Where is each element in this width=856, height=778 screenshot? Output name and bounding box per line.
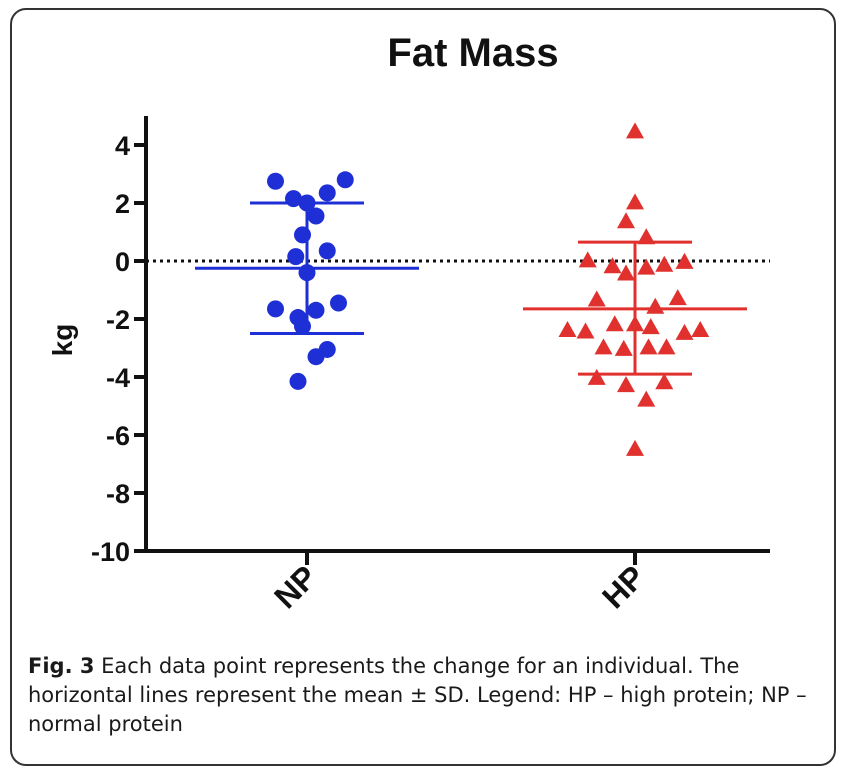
y-tick-label: -10 <box>91 537 130 567</box>
y-tick-label: 0 <box>115 247 130 277</box>
data-point-hp <box>576 322 595 339</box>
data-point-np <box>318 242 336 260</box>
data-point-hp <box>655 373 674 390</box>
data-point-hp <box>617 212 635 229</box>
data-point-np <box>298 194 316 212</box>
data-point-hp <box>587 368 606 385</box>
data-point-np <box>285 190 302 208</box>
caption-text: Each data point represents the change fo… <box>28 654 807 736</box>
data-point-np <box>307 301 325 319</box>
data-point-np <box>287 248 305 266</box>
data-point-np <box>294 226 311 244</box>
data-point-np <box>318 184 336 202</box>
fat-mass-chart: Fat Mass kg 4 2 0 -2 -4 -6 -8 -10 NP HP <box>47 31 770 615</box>
data-point-hp <box>655 255 674 272</box>
data-point-hp <box>587 290 606 307</box>
data-point-hp <box>626 439 644 456</box>
y-tick-label: -8 <box>106 479 130 509</box>
chart-title: Fat Mass <box>387 31 558 75</box>
data-point-np <box>267 172 284 190</box>
data-point-hp <box>603 257 622 274</box>
y-tick-label: 2 <box>115 189 130 219</box>
data-point-hp <box>605 315 624 332</box>
y-axis-label: kg <box>47 324 78 357</box>
data-point-hp <box>626 315 644 332</box>
data-point-hp <box>657 338 676 355</box>
data-point-hp <box>626 122 644 139</box>
data-point-hp <box>646 297 665 314</box>
data-point-hp <box>617 264 635 281</box>
data-point-hp <box>626 193 644 210</box>
data-point-hp <box>578 251 597 268</box>
data-point-hp <box>668 289 687 306</box>
data-point-hp <box>641 318 660 335</box>
data-point-np <box>298 264 316 282</box>
data-point-np <box>336 171 354 189</box>
y-tick-label: -4 <box>106 363 130 393</box>
y-tick-label: -6 <box>106 421 130 451</box>
axes: 4 2 0 -2 -4 -6 -8 -10 NP HP <box>91 116 770 615</box>
data-marks <box>195 122 747 456</box>
data-point-hp <box>675 323 694 340</box>
figure-caption: Fig. 3 Each data point represents the ch… <box>28 652 818 739</box>
x-category-label: NP <box>267 558 324 615</box>
data-point-np <box>267 300 284 318</box>
data-point-hp <box>617 376 635 393</box>
data-point-hp <box>639 338 658 355</box>
data-point-hp <box>594 338 613 355</box>
data-point-np <box>289 372 307 390</box>
data-point-hp <box>637 390 656 407</box>
data-point-hp <box>691 321 710 337</box>
data-point-hp <box>614 339 633 356</box>
data-point-np <box>307 348 325 366</box>
caption-label: Fig. 3 <box>28 654 95 678</box>
y-tick-label: -2 <box>106 305 130 335</box>
data-point-hp <box>637 258 656 275</box>
data-point-hp <box>558 321 577 337</box>
data-point-hp <box>637 228 656 245</box>
data-point-np <box>307 207 325 225</box>
x-category-label: HP <box>595 558 652 615</box>
data-point-np <box>294 317 311 335</box>
data-point-np <box>330 294 347 312</box>
y-tick-label: 4 <box>115 131 130 161</box>
data-point-hp <box>675 252 694 269</box>
